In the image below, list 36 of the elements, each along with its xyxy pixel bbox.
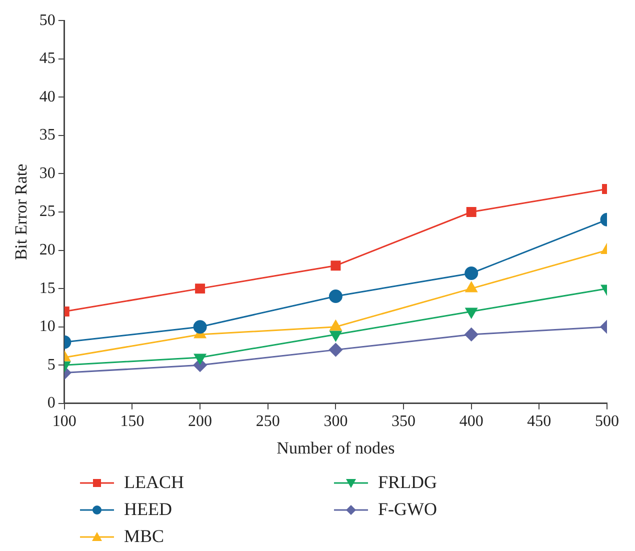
point (330, 330, 342, 342)
point (194, 354, 206, 364)
point (465, 308, 478, 318)
x-tick-label: 450 (527, 413, 552, 430)
y-tick-label: 40 (39, 88, 56, 106)
x-tick-label: 250 (256, 413, 280, 430)
x-tick-label: 350 (392, 413, 416, 430)
y-tick-label: 35 (39, 126, 56, 144)
y-tick-label: 30 (39, 164, 56, 182)
legend-label: HEED (124, 499, 172, 520)
x-tick-label: 100 (52, 413, 76, 430)
x-tick-label: 300 (324, 413, 348, 430)
legend-label: LEACH (124, 472, 184, 493)
legend-label: FRLDG (378, 472, 438, 493)
y-tick-label: 20 (39, 241, 56, 258)
x-axis-title: Number of nodes (276, 438, 395, 458)
y-tick-label: 25 (39, 203, 56, 220)
point (328, 343, 342, 357)
y-tick-label: 15 (39, 280, 56, 297)
x-tick-label: 400 (459, 413, 484, 430)
point (328, 289, 342, 303)
y-axis-title: Bit Error Rate (12, 164, 31, 260)
x-tick-label: 500 (595, 413, 619, 430)
point (193, 320, 207, 334)
y-tick-label: 50 (39, 12, 56, 29)
point (466, 207, 476, 217)
y-tick-label: 45 (39, 50, 56, 68)
x-tick-label: 200 (188, 413, 212, 430)
x-tick-label: 150 (120, 413, 144, 430)
point (330, 260, 341, 271)
y-tick-label: 10 (39, 318, 56, 336)
y-tick-label: 5 (47, 356, 56, 374)
point (195, 284, 206, 294)
legend-label: F-GWO (378, 499, 437, 520)
y-tick-label: 0 (47, 394, 56, 412)
legend-label: MBC (124, 526, 164, 547)
